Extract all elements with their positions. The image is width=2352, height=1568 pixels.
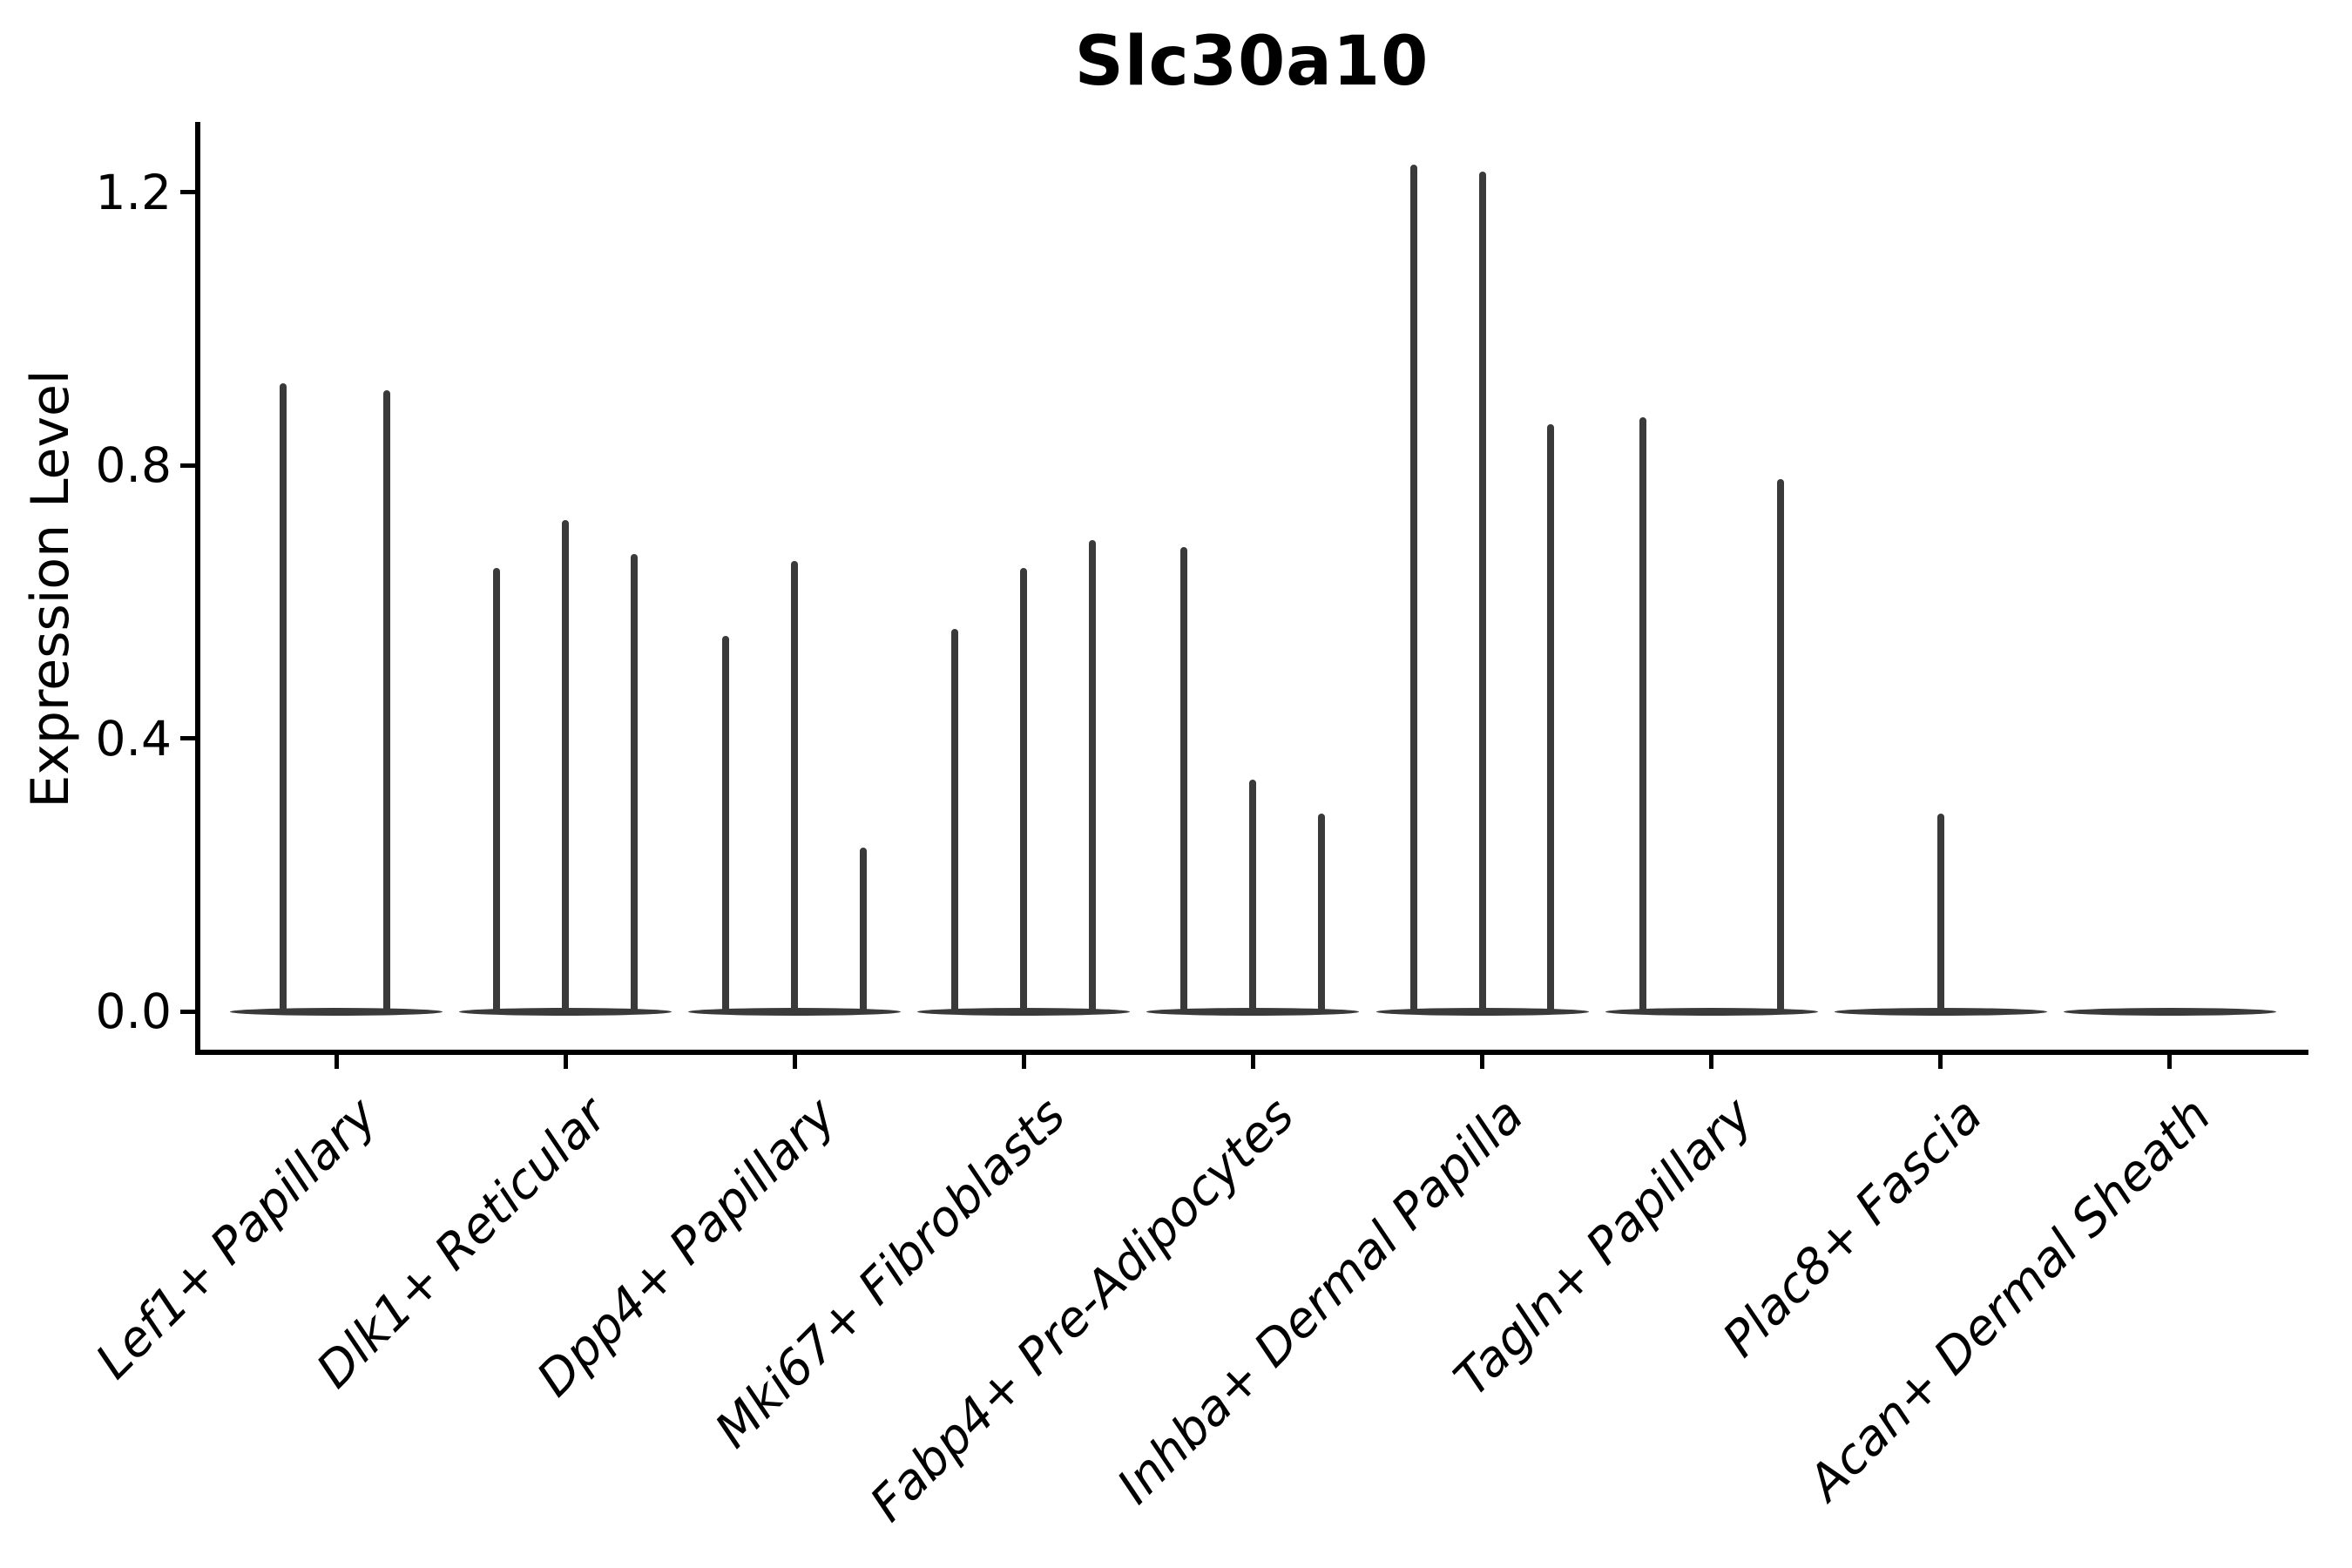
violin-base [688, 1007, 902, 1016]
violin-spike [1180, 547, 1188, 1011]
violin-spike [1089, 540, 1097, 1011]
x-tick-mark [334, 1055, 339, 1069]
y-tick-mark [180, 736, 195, 741]
x-tick-mark [563, 1055, 568, 1069]
y-tick-label: 0.4 [95, 710, 172, 767]
violin-spike [1547, 424, 1555, 1011]
chart-title: Slc30a10 [1074, 23, 1429, 101]
violin-spike [562, 519, 570, 1011]
violin-spike [1639, 417, 1646, 1011]
y-tick-label: 1.2 [95, 164, 172, 220]
x-tick-mark [792, 1055, 797, 1069]
x-tick-mark [1938, 1055, 1943, 1069]
x-tick-mark [1709, 1055, 1714, 1069]
violin-spike [1020, 567, 1028, 1011]
violin-spike [1318, 813, 1326, 1011]
violin-spike [1936, 813, 1944, 1011]
x-tick-mark [1021, 1055, 1026, 1069]
x-tick-mark [2167, 1055, 2173, 1069]
x-tick-label: Inhba+ Dermal Papilla [1106, 1087, 1535, 1516]
violin-spike [1478, 172, 1486, 1011]
y-tick-mark [180, 190, 195, 195]
violin-spike [1776, 478, 1784, 1011]
violin-spike [382, 390, 390, 1011]
violin-base [917, 1007, 1131, 1016]
violin-spike [631, 554, 639, 1011]
violin-spike [860, 847, 868, 1011]
violin-spike [722, 636, 730, 1011]
violin-spike [1249, 779, 1257, 1011]
violin-base [1834, 1007, 2047, 1016]
violin-base [1146, 1007, 1360, 1016]
x-axis-spine [195, 1050, 2308, 1055]
y-tick-label: 0.0 [95, 983, 172, 1039]
x-tick-mark [1250, 1055, 1255, 1069]
violin-spike [280, 383, 287, 1011]
violin-spike [493, 567, 501, 1011]
y-tick-label: 0.8 [95, 437, 172, 494]
x-tick-label: Fabp4+ Pre-Adipocytes [860, 1087, 1306, 1533]
y-tick-mark [180, 463, 195, 468]
y-axis-spine [195, 122, 200, 1055]
violin-base [459, 1007, 672, 1016]
violin-base [1605, 1007, 1818, 1016]
x-tick-label: Acan+ Dermal Sheath [1797, 1087, 2222, 1511]
violin-base [1375, 1007, 1589, 1016]
violin-base [230, 1007, 443, 1016]
violin-spike [1409, 165, 1417, 1011]
plot-area [195, 122, 2308, 1055]
violin-base [2063, 1007, 2276, 1016]
y-tick-mark [180, 1009, 195, 1014]
x-tick-mark [1480, 1055, 1484, 1069]
violin-spike [791, 560, 799, 1011]
violin-spike [951, 629, 959, 1011]
